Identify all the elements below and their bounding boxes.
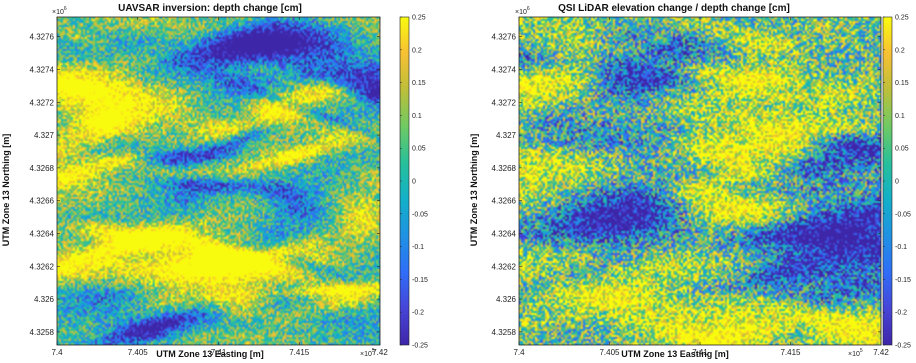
panel-uavsar: UAVSAR inversion: depth change [cm] ×106…: [1, 3, 428, 359]
colorbar-tick-label: -0.05: [412, 211, 428, 218]
y-tick-label: 4.3274: [30, 65, 55, 74]
x-tick-label: 7.415: [289, 348, 310, 357]
colorbar-tick-label: -0.2: [895, 310, 907, 317]
heatmap-image: [519, 17, 881, 345]
y-tick-label: 4.3266: [492, 197, 517, 206]
y-axis-label: UTM Zone 13 Northing [m]: [469, 134, 479, 247]
colorbar-tick-label: 0.2: [895, 47, 905, 54]
x-multiplier: ×105: [848, 348, 863, 358]
y-tick-label: 4.3264: [492, 229, 517, 238]
colorbar-tick-label: 0.25: [895, 15, 909, 22]
y-tick-label: 4.326: [496, 295, 517, 304]
colorbar-tick-label: -0.1: [895, 244, 907, 251]
y-tick-label: 4.3258: [492, 328, 517, 337]
colorbar-tick-label: -0.15: [895, 277, 911, 284]
colorbar-tick-label: -0.1: [412, 244, 424, 251]
colorbar-tick-label: 0: [895, 179, 899, 186]
y-tick-label: 4.3268: [30, 164, 55, 173]
colorbar-tick-label: 0.05: [895, 146, 909, 153]
x-tick-label: 7.405: [599, 348, 620, 357]
x-tick-label: 7.42: [372, 348, 388, 357]
colorbar: 0.25 0.2 0.15 0.1 0.05 0 -0.05 -0.1 -0.15 -0.2 -0.…: [882, 15, 911, 350]
y-axis: 4.3276 4.3274 4.3272 4.327 4.3268 4.3266 4.326…: [30, 33, 380, 337]
colorbar-tick-label: 0.05: [412, 146, 426, 153]
y-tick-label: 4.3262: [492, 262, 517, 271]
x-multiplier: ×105: [360, 348, 375, 358]
heatmap: [57, 17, 380, 345]
y-axis: 4.3276 4.3274 4.3272 4.327 4.3268 4.3266 4.326…: [492, 33, 881, 337]
x-tick-label: 7.41: [211, 348, 227, 357]
colorbar-tick-label: -0.25: [895, 343, 911, 350]
colorbar-tick-label: 0.25: [412, 15, 426, 22]
y-tick-label: 4.3276: [30, 33, 55, 42]
x-tick-label: 7.41: [692, 348, 708, 357]
colorbar-tick-label: 0: [412, 179, 416, 186]
x-tick-label: 7.415: [780, 348, 801, 357]
x-tick-label: 7.405: [128, 348, 149, 357]
y-tick-label: 4.3272: [30, 98, 55, 107]
y-axis-label: UTM Zone 13 Northing [m]: [1, 134, 11, 247]
x-tick-label: 7.42: [873, 348, 889, 357]
y-tick-label: 4.327: [34, 131, 55, 140]
colorbar-tick-label: -0.2: [412, 310, 424, 317]
y-tick-label: 4.3274: [492, 65, 517, 74]
x-axis-label: UTM Zone 13 Easting [m]: [156, 349, 264, 359]
y-tick-label: 4.3276: [492, 33, 517, 42]
y-tick-label: 4.327: [496, 131, 517, 140]
colorbar-tick-label: -0.05: [895, 211, 911, 218]
y-tick-label: 4.3258: [30, 328, 55, 337]
x-axis-label: UTM Zone 13 Easting [m]: [621, 349, 729, 359]
colorbar-tick-label: 0.15: [412, 80, 426, 87]
chart-title: UAVSAR inversion: depth change [cm]: [118, 3, 302, 14]
colorbar-tick-label: 0.15: [895, 80, 909, 87]
y-multiplier: ×106: [515, 6, 530, 16]
colorbar: 0.25 0.2 0.15 0.1 0.05 0 -0.05 -0.1 -0.15 -0.2 -0.…: [399, 15, 428, 350]
chart-title: QSI LiDAR elevation change / depth chang…: [558, 3, 790, 14]
y-multiplier: ×106: [52, 6, 67, 16]
colorbar-tick-label: 0.2: [412, 47, 422, 54]
heatmap: [519, 17, 881, 345]
y-tick-label: 4.3262: [30, 262, 55, 271]
colorbar-tick-label: -0.15: [412, 277, 428, 284]
colorbar-tick-label: 0.1: [412, 113, 422, 120]
y-tick-label: 4.3268: [492, 164, 517, 173]
heatmap-image: [57, 17, 380, 345]
y-tick-label: 4.3266: [30, 197, 55, 206]
y-tick-label: 4.326: [34, 295, 55, 304]
x-tick-label: 7.4: [51, 348, 63, 357]
x-axis: 7.4 7.405 7.41 7.415 7.42: [513, 17, 889, 357]
y-tick-label: 4.3272: [492, 98, 517, 107]
y-tick-label: 4.3264: [30, 229, 55, 238]
colorbar-tick-label: 0.1: [895, 113, 905, 120]
colorbar-tick-label: -0.25: [412, 343, 428, 350]
x-tick-label: 7.4: [513, 348, 525, 357]
panel-qsi-lidar: QSI LiDAR elevation change / depth chang…: [469, 3, 911, 359]
x-axis: 7.4 7.405 7.41 7.415 7.42: [51, 17, 388, 357]
